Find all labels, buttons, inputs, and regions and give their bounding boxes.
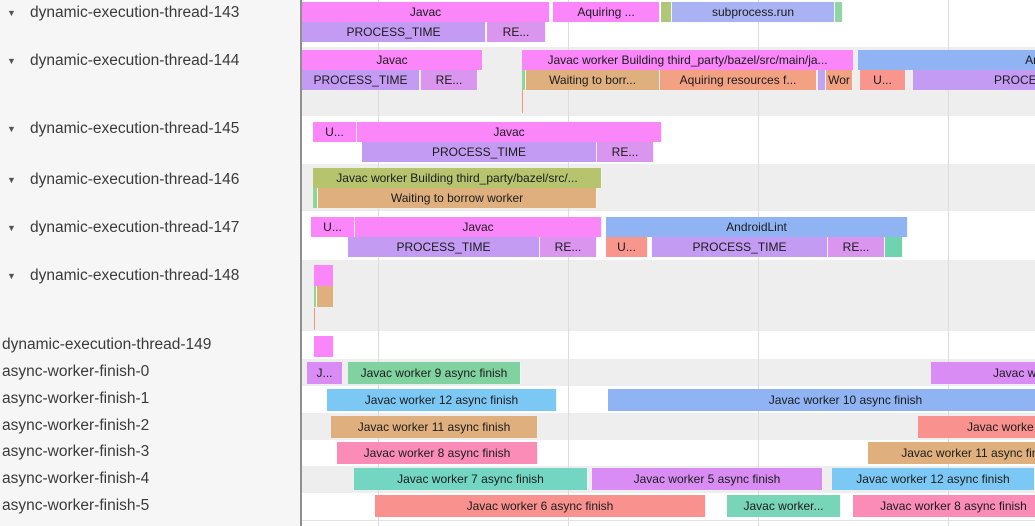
- timeline-slice[interactable]: RE...: [597, 142, 654, 162]
- bottom-separator-line: [302, 520, 1035, 521]
- timeline-slice-sliver[interactable]: [314, 308, 316, 330]
- timeline-slice[interactable]: RE...: [540, 237, 597, 257]
- track-label-row[interactable]: ▼ dynamic-execution-thread-144: [0, 51, 300, 71]
- time-gridline: [948, 0, 949, 526]
- track-name: dynamic-execution-thread-144: [30, 52, 240, 69]
- timeline-slice[interactable]: U...: [311, 217, 355, 237]
- timeline-canvas[interactable]: Javac Aquiring ... subprocess.run PROCESS_T…: [302, 0, 1035, 526]
- time-gridline: [378, 0, 379, 526]
- timeline-slice[interactable]: Waiting to borrow worker: [318, 188, 597, 208]
- timeline-slice[interactable]: RE...: [421, 70, 478, 90]
- timeline-slice[interactable]: PROCESS_TIME: [302, 70, 420, 90]
- track-name: dynamic-execution-thread-148: [30, 267, 240, 284]
- timeline-slice-sliver[interactable]: [818, 70, 826, 90]
- expander-triangle-icon[interactable]: ▼: [7, 271, 16, 281]
- timeline-slice[interactable]: Javac: [302, 2, 550, 22]
- timeline-slice[interactable]: Aquiring resources f...: [660, 70, 817, 90]
- timeline-slice[interactable]: Javac worker 11 async finish: [868, 442, 1035, 464]
- track-label-row[interactable]: async-worker-finish-0: [0, 362, 300, 382]
- timeline-slice[interactable]: Javac worker 10 async finish: [608, 389, 1035, 411]
- track-name: dynamic-execution-thread-143: [30, 4, 240, 21]
- timeline-slice[interactable]: PROCESS_TIME: [302, 22, 486, 42]
- track-name: dynamic-execution-thread-146: [30, 171, 240, 188]
- timeline-slice[interactable]: Javac worker Building third_party/bazel/…: [313, 168, 602, 188]
- timeline-slice[interactable]: subprocess.run: [672, 2, 835, 22]
- timeline-slice[interactable]: PROCESS_TIME: [362, 142, 597, 162]
- timeline-slice[interactable]: Javac worker 9 async finish: [348, 362, 521, 384]
- time-gridline: [758, 0, 759, 526]
- timeline-slice[interactable]: Javac worker 8 async finish: [853, 495, 1035, 517]
- timeline-slice[interactable]: J...: [307, 362, 343, 384]
- track-name: async-worker-finish-2: [2, 417, 150, 434]
- track-label-row[interactable]: ▼ dynamic-execution-thread-146: [0, 170, 300, 190]
- timeline-slice[interactable]: Javac: [302, 50, 483, 70]
- timeline-slice[interactable]: PROCESS_TIME: [913, 70, 1035, 90]
- timeline-slice-sliver[interactable]: [317, 286, 334, 307]
- track-label-row[interactable]: ▼ dynamic-execution-thread-145: [0, 119, 300, 139]
- track-label-row[interactable]: dynamic-execution-thread-149: [0, 335, 300, 355]
- expander-triangle-icon[interactable]: ▼: [7, 8, 16, 18]
- track-label-row[interactable]: async-worker-finish-2: [0, 416, 300, 436]
- track-label-row[interactable]: async-worker-finish-5: [0, 496, 300, 516]
- timeline-slice[interactable]: Javac worker...: [727, 495, 841, 517]
- timeline-slice[interactable]: U...: [606, 237, 648, 257]
- expander-triangle-icon[interactable]: ▼: [7, 175, 16, 185]
- track-name: dynamic-execution-thread-147: [30, 219, 240, 236]
- sidebar-timeline-divider[interactable]: [300, 0, 302, 526]
- timeline-slice[interactable]: Javac worker 8 async finish: [337, 442, 538, 464]
- timeline-slice[interactable]: Javac worker 5 async finish: [592, 468, 823, 490]
- track-name: async-worker-finish-5: [2, 497, 150, 514]
- timeline-slice[interactable]: RE...: [487, 22, 546, 42]
- timeline-slice-sliver[interactable]: [314, 286, 317, 307]
- timeline-slice[interactable]: Javac worke: [918, 416, 1035, 438]
- track-label-row[interactable]: ▼ dynamic-execution-thread-143: [0, 3, 300, 23]
- track-label-row[interactable]: ▼ dynamic-execution-thread-148: [0, 266, 300, 286]
- timeline-slice[interactable]: Javac: [357, 122, 662, 142]
- timeline-slice[interactable]: Javac worker 11 async finish: [331, 416, 538, 438]
- timeline-slice[interactable]: Aquiring ...: [553, 2, 660, 22]
- track-name: async-worker-finish-3: [2, 443, 150, 460]
- timeline-slice[interactable]: Javac worker 7 async finish: [354, 468, 588, 490]
- expander-triangle-icon[interactable]: ▼: [7, 56, 16, 66]
- expander-triangle-icon[interactable]: ▼: [7, 223, 16, 233]
- timeline-slice[interactable]: Waiting to borr...: [526, 70, 660, 90]
- timeline-slice[interactable]: U...: [313, 122, 357, 142]
- timeline-slice-sliver[interactable]: [885, 237, 903, 257]
- timeline-slice[interactable]: Javac worker Building third_party/bazel/…: [522, 50, 854, 70]
- timeline-slice[interactable]: Javac worker 12 async finish: [832, 468, 1035, 490]
- track-name: async-worker-finish-1: [2, 390, 150, 407]
- timeline-slice-sliver[interactable]: [522, 70, 526, 90]
- timeline-slice[interactable]: PROCESS_TIME: [348, 237, 540, 257]
- track-label-row[interactable]: ▼ dynamic-execution-thread-147: [0, 218, 300, 238]
- expander-triangle-icon[interactable]: ▼: [7, 124, 16, 134]
- timeline-slice-sliver[interactable]: [835, 2, 843, 22]
- timeline-slice[interactable]: Javac: [355, 217, 602, 237]
- timeline-slice-sliver[interactable]: [313, 188, 318, 208]
- track-name: async-worker-finish-0: [2, 363, 150, 380]
- timeline-slice[interactable]: PROCESS_TIME: [652, 237, 828, 257]
- track-name: async-worker-finish-4: [2, 470, 150, 487]
- timeline-slice[interactable]: Javac w: [931, 362, 1035, 384]
- track-name-sidebar: ▼ dynamic-execution-thread-143 ▼ dynamic-ex…: [0, 0, 300, 526]
- timeline-slice[interactable]: RE...: [828, 237, 885, 257]
- timeline-slice-sliver[interactable]: [314, 265, 334, 286]
- track-name: dynamic-execution-thread-145: [30, 120, 240, 137]
- track-label-row[interactable]: async-worker-finish-4: [0, 469, 300, 489]
- track-name: dynamic-execution-thread-149: [2, 336, 212, 353]
- timeline-slice[interactable]: U...: [860, 70, 906, 90]
- track-background-stripe: [302, 260, 1035, 331]
- timeline-slice[interactable]: AndroidLint: [858, 50, 1035, 70]
- timeline-slice-sliver[interactable]: [661, 2, 672, 22]
- track-label-row[interactable]: async-worker-finish-1: [0, 389, 300, 409]
- timeline-slice-sliver[interactable]: [314, 336, 334, 357]
- timeline-slice[interactable]: Javac worker 12 async finish: [327, 389, 557, 411]
- timeline-slice-sliver[interactable]: [522, 90, 524, 113]
- timeline-slice[interactable]: Javac worker 6 async finish: [375, 495, 706, 517]
- time-gridline: [568, 0, 569, 526]
- timeline-slice[interactable]: AndroidLint: [606, 217, 908, 237]
- track-label-row[interactable]: async-worker-finish-3: [0, 442, 300, 462]
- timeline-slice[interactable]: Wor: [826, 70, 853, 90]
